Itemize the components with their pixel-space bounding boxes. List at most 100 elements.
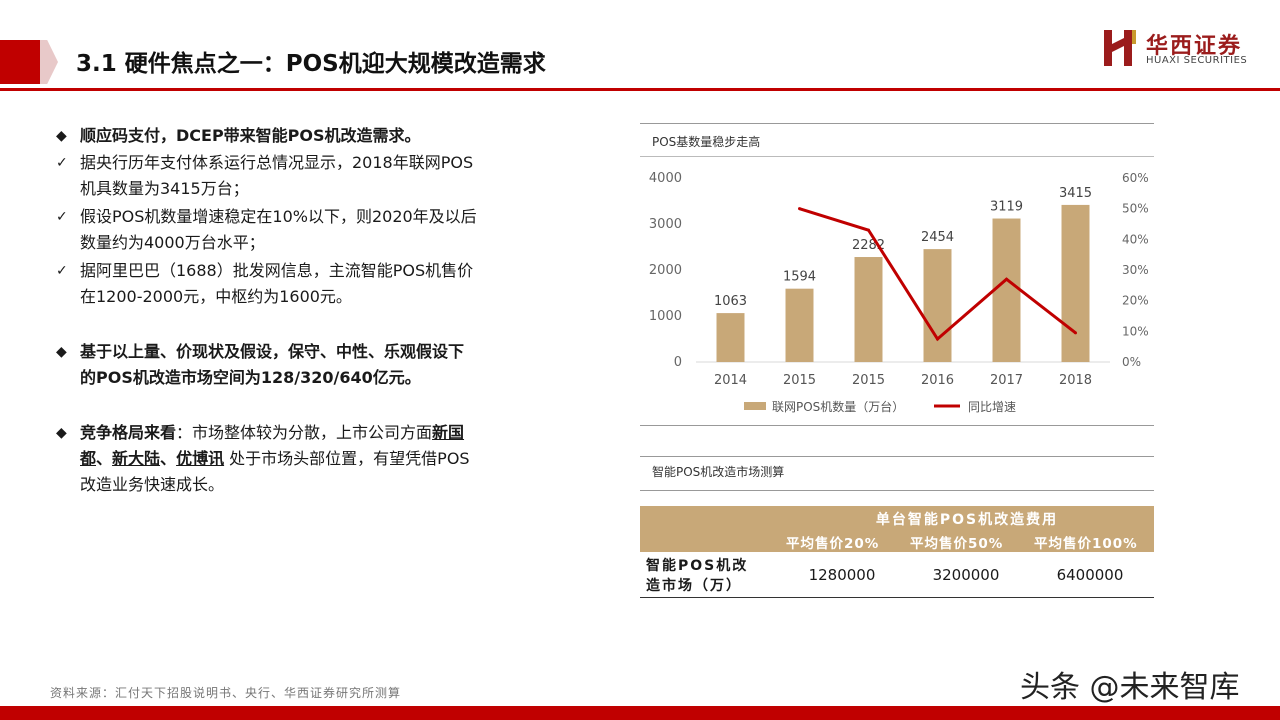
check-item-1: ✓ 据央行历年支付体系运行总情况显示，2018年联网POS 机具数量为3415万… — [56, 150, 546, 202]
footer-bar — [0, 706, 1280, 720]
para-3-line-1: 竞争格局来看：市场整体较为分散，上市公司方面新国 — [80, 420, 470, 446]
bar-data-label: 1594 — [783, 270, 816, 285]
separator: 、 — [96, 449, 113, 468]
check-item-1-line-1: 据央行历年支付体系运行总情况显示，2018年联网POS — [80, 153, 474, 172]
y-left-tick-label: 3000 — [649, 217, 682, 232]
table-title-rule — [640, 490, 1154, 491]
x-tick-label: 2017 — [990, 373, 1023, 388]
para-3-line-3: 改造业务快速成长。 — [80, 475, 225, 494]
chart-bottom-rule — [640, 425, 1154, 426]
bar — [992, 218, 1021, 362]
bar-data-label: 3119 — [990, 200, 1023, 215]
check-icon: ✓ — [56, 263, 68, 279]
table-header-col-2: 平均售价50% — [910, 536, 1004, 552]
y-right-tick-label: 10% — [1122, 324, 1149, 338]
check-item-2-line-1: 假设POS机数量增速稳定在10%以下，则2020年及以后 — [80, 207, 477, 226]
source-note: 资料来源：汇付天下招股说明书、央行、华西证券研究所测算 — [50, 686, 402, 700]
y-right-tick-label: 60% — [1122, 171, 1149, 185]
separator: 、 — [160, 449, 177, 468]
table-bottom-rule — [640, 597, 1154, 598]
y-left-tick-label: 4000 — [649, 171, 682, 186]
legend-swatch-bars — [744, 402, 766, 410]
growth-rate-point — [1074, 331, 1077, 335]
table-header-col-1: 平均售价20% — [786, 536, 880, 552]
table-header-main: 单台智能POS机改造费用 — [875, 512, 1059, 528]
growth-rate-point — [1005, 277, 1008, 281]
y-right-tick-label: 0% — [1122, 355, 1141, 369]
diamond-icon: ◆ — [56, 128, 67, 144]
para-3-text-2: 处于市场头部位置，有望凭借POS — [224, 449, 470, 468]
diamond-icon: ◆ — [56, 425, 67, 441]
table-header-col-3: 平均售价100% — [1034, 536, 1138, 552]
company-xinguodu-b: 都 — [80, 449, 97, 468]
bar — [1061, 204, 1090, 362]
y-right-tick-label: 20% — [1122, 294, 1149, 308]
table-cell: 1280000 — [808, 566, 876, 584]
table-cell: 6400000 — [1056, 566, 1124, 584]
table-header-band — [640, 506, 1154, 530]
growth-rate-point — [798, 207, 801, 211]
table-top-rule — [640, 456, 1154, 457]
check-icon: ✓ — [56, 155, 68, 171]
bullet-para-2: ◆ 基于以上量、价现状及假设，保守、中性、乐观假设下 的POS机改造市场空间为1… — [56, 339, 546, 393]
check-icon: ✓ — [56, 209, 68, 225]
table-header-corner — [640, 530, 780, 552]
table-row-label-line-1: 智能POS机改 — [646, 558, 749, 574]
y-left-tick-label: 1000 — [649, 309, 682, 324]
table-row-label: 智能POS机改 造市场（万） — [646, 556, 776, 596]
check-item-2-line-2: 数量约为4000万台水平； — [80, 233, 265, 252]
legend-label-bars: 联网POS机数量（万台） — [772, 399, 904, 414]
chart-title: POS基数量稳步走高 — [652, 135, 761, 149]
bar — [785, 288, 814, 362]
x-tick-label: 2015 — [783, 373, 816, 388]
header-chevron — [40, 40, 58, 84]
x-tick-label: 2018 — [1059, 373, 1092, 388]
check-item-1-line-2: 机具数量为3415万台； — [80, 179, 249, 198]
para-3-lead: 竞争格局来看 — [80, 423, 177, 442]
bar — [716, 313, 745, 362]
check-item-3-line-1: 据阿里巴巴（1688）批发网信息，主流智能POS机售价 — [80, 261, 474, 280]
para-2-line-1: 基于以上量、价现状及假设，保守、中性、乐观假设下 — [80, 342, 465, 361]
check-item-3: ✓ 据阿里巴巴（1688）批发网信息，主流智能POS机售价 在1200-2000… — [56, 258, 546, 310]
bar-data-label: 2454 — [921, 230, 954, 245]
chart-title-rule — [640, 156, 1154, 157]
y-left-tick-label: 0 — [674, 355, 682, 370]
bullet-para-3: ◆ 竞争格局来看：市场整体较为分散，上市公司方面新国 都、新大陆、优博讯 处于市… — [56, 420, 546, 500]
para-2-line-2: 的POS机改造市场空间为128/320/640亿元。 — [80, 368, 421, 387]
diamond-icon: ◆ — [56, 344, 67, 360]
bullet-para-1: ◆ 顺应码支付，DCEP带来智能POS机改造需求。 — [56, 123, 546, 153]
table-title: 智能POS机改造市场测算 — [652, 465, 785, 479]
table-row-label-line-2: 造市场（万） — [646, 578, 742, 594]
x-tick-label: 2015 — [852, 373, 885, 388]
table-cell: 3200000 — [932, 566, 1000, 584]
page-title: 3.1 硬件焦点之一：POS机迎大规模改造需求 — [76, 51, 546, 77]
bar — [923, 249, 952, 362]
chart-top-rule — [640, 123, 1154, 124]
growth-rate-point — [936, 337, 939, 341]
y-right-tick-label: 30% — [1122, 263, 1149, 277]
x-tick-label: 2014 — [714, 373, 747, 388]
growth-rate-point — [867, 228, 870, 232]
pos-chart: 0 1000 2000 3000 4000 0% 10% 20% 30% 40% 50% 60% 106… — [649, 171, 1149, 414]
check-item-3-line-2: 在1200-2000元，中枢约为1600元。 — [80, 287, 352, 306]
header-divider — [0, 88, 1280, 91]
para-3-line-2: 都、新大陆、优博讯 处于市场头部位置，有望凭借POS — [80, 446, 470, 472]
y-right-tick-label: 50% — [1122, 202, 1149, 216]
y-right-tick-label: 40% — [1122, 232, 1149, 246]
table-subheader-band — [780, 530, 1154, 552]
para-3-text-1: ：市场整体较为分散，上市公司方面 — [176, 423, 433, 442]
logo-text-cn: 华西证券 — [1146, 34, 1243, 59]
check-item-2: ✓ 假设POS机数量增速稳定在10%以下，则2020年及以后 数量约为4000万… — [56, 204, 546, 256]
para-1-heading: 顺应码支付，DCEP带来智能POS机改造需求。 — [80, 126, 421, 145]
y-left-tick-label: 2000 — [649, 263, 682, 278]
bar-data-label: 3415 — [1059, 186, 1092, 201]
company-xinguodu-a: 新国 — [432, 423, 465, 442]
company-urovo: 优博讯 — [176, 449, 225, 468]
watermark: 头条 @未来智库 — [1020, 670, 1240, 705]
company-newland: 新大陆 — [112, 449, 161, 468]
legend-label-line: 同比增速 — [968, 400, 1016, 414]
bar — [854, 257, 883, 362]
bar-data-label: 1063 — [714, 294, 747, 309]
logo-text-en: HUAXI SECURITIES — [1146, 55, 1248, 66]
huaxi-logo-icon — [1104, 30, 1136, 66]
